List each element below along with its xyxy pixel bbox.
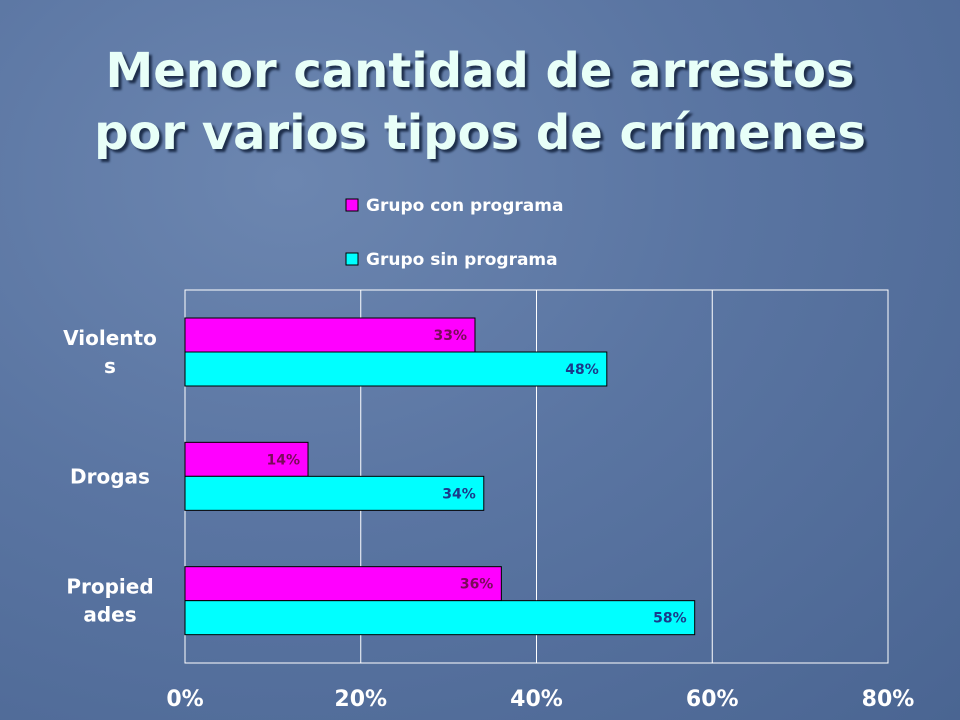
bar <box>184 317 476 353</box>
x-tick-label: 0% <box>166 687 203 712</box>
legend-swatch <box>345 198 359 212</box>
category-label: Drogas <box>70 464 150 488</box>
bar-data-label: 58% <box>653 611 687 627</box>
bar-data-label: 33% <box>433 328 467 344</box>
bar-data-label: 34% <box>442 486 476 502</box>
x-tick-label: 80% <box>862 687 915 712</box>
legend-label: Grupo sin programa <box>366 250 558 270</box>
bar <box>184 475 485 511</box>
category-label: Propied ades <box>66 575 153 627</box>
slide-title: Menor cantidad de arrestos por varios ti… <box>0 40 960 164</box>
bar <box>184 351 608 387</box>
x-tick-label: 60% <box>686 687 739 712</box>
bar-data-label: 48% <box>565 362 599 378</box>
x-tick-label: 40% <box>510 687 563 712</box>
bar <box>184 600 696 636</box>
bar <box>184 566 502 602</box>
legend-swatch <box>345 252 359 266</box>
category-label: Violento s <box>63 326 157 378</box>
x-tick-label: 20% <box>334 687 387 712</box>
slide-title-line-2: por varios tipos de crímenes <box>94 105 866 161</box>
bar-data-label: 36% <box>460 577 494 593</box>
legend-label: Grupo con programa <box>366 196 563 216</box>
bar <box>184 441 309 477</box>
slide-title-line-1: Menor cantidad de arrestos <box>105 43 855 99</box>
bar-data-label: 14% <box>267 452 301 468</box>
